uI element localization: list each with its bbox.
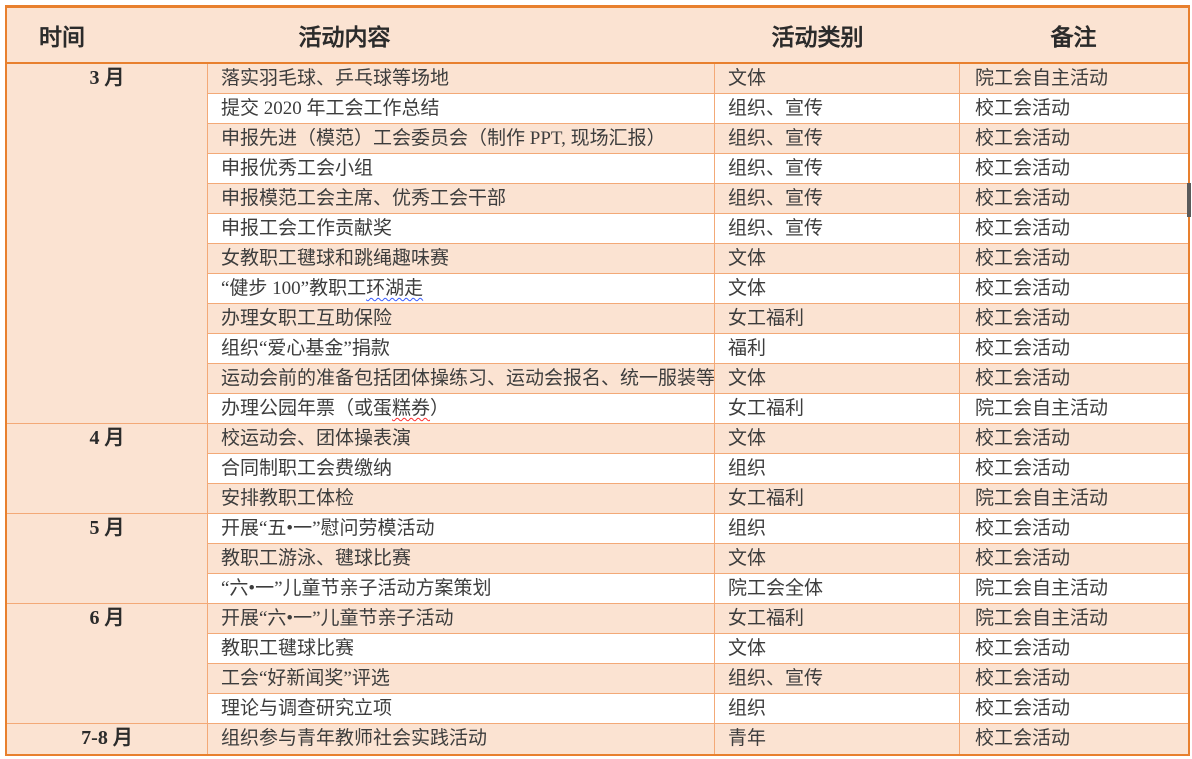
category-cell[interactable]: 文体 xyxy=(714,634,959,664)
note-cell[interactable]: 院工会自主活动 xyxy=(959,394,1188,424)
month-cell[interactable]: 3 月 xyxy=(7,64,207,424)
note-cell[interactable]: 校工会活动 xyxy=(959,274,1188,304)
header-cell-4[interactable]: 备注 xyxy=(959,8,1188,62)
category-cell[interactable]: 组织 xyxy=(714,694,959,724)
note-cell[interactable]: 院工会自主活动 xyxy=(959,64,1188,94)
content-cell[interactable]: 教职工毽球比赛 xyxy=(207,634,714,664)
activity-plan-table: 时间 活动内容 活动类别 备注 3 月落实羽毛球、乒乓球等场地 文体 院工会自主活动 提交 … xyxy=(5,5,1190,756)
note-cell[interactable]: 校工会活动 xyxy=(959,244,1188,274)
cell-text: ） xyxy=(430,398,450,419)
content-cell[interactable]: 申报工会工作贡献奖 xyxy=(207,214,714,244)
note-cell[interactable]: 校工会活动 xyxy=(959,724,1188,754)
note-cell[interactable]: 校工会活动 xyxy=(959,214,1188,244)
category-cell[interactable]: 组织、宣传 xyxy=(714,154,959,184)
content-cell[interactable]: 办理女职工互助保险 xyxy=(207,304,714,334)
content-cell[interactable]: 合同制职工会费缴纳 xyxy=(207,454,714,484)
category-cell[interactable]: 组织、宣传 xyxy=(714,664,959,694)
header-cell-1[interactable]: 时间 xyxy=(7,8,207,62)
content-cell[interactable]: 女教职工毽球和跳绳趣味赛 xyxy=(207,244,714,274)
note-cell[interactable]: 校工会活动 xyxy=(959,664,1188,694)
content-cell[interactable]: 办理公园年票（或蛋糕券） xyxy=(207,394,714,424)
header-label: 活动类别 xyxy=(771,25,864,50)
header-label: 活动内容 xyxy=(298,25,391,50)
category-cell[interactable]: 组织、宣传 xyxy=(714,184,959,214)
content-cell[interactable]: 申报优秀工会小组 xyxy=(207,154,714,184)
cell-text: “健步 100”教职工 xyxy=(221,278,367,299)
header-label: 时间 xyxy=(39,25,85,50)
content-cell[interactable]: 安排教职工体检 xyxy=(207,484,714,514)
category-cell[interactable]: 文体 xyxy=(714,364,959,394)
note-cell[interactable]: 院工会自主活动 xyxy=(959,574,1188,604)
category-cell[interactable]: 文体 xyxy=(714,64,959,94)
content-cell[interactable]: 组织参与青年教师社会实践活动 xyxy=(207,724,714,754)
category-cell[interactable]: 女工福利 xyxy=(714,604,959,634)
month-cell[interactable]: 7-8 月 xyxy=(7,724,207,754)
content-cell[interactable]: 运动会前的准备包括团体操练习、运动会报名、统一服装等 xyxy=(207,364,714,394)
table-header-row: 时间 活动内容 活动类别 备注 xyxy=(7,8,1188,64)
content-cell[interactable]: 组织“爱心基金”捐款 xyxy=(207,334,714,364)
category-cell[interactable]: 女工福利 xyxy=(714,394,959,424)
content-cell[interactable]: 理论与调查研究立项 xyxy=(207,694,714,724)
note-cell[interactable]: 校工会活动 xyxy=(959,334,1188,364)
category-cell[interactable]: 青年 xyxy=(714,724,959,754)
content-cell[interactable]: 申报先进（模范）工会委员会（制作 PPT, 现场汇报） xyxy=(207,124,714,154)
spellcheck-flagged-text: 环湖走 xyxy=(366,278,424,299)
header-cell-2[interactable]: 活动内容 xyxy=(207,8,714,62)
scrollbar-thumb[interactable] xyxy=(1187,183,1191,217)
note-cell[interactable]: 校工会活动 xyxy=(959,454,1188,484)
category-cell[interactable]: 福利 xyxy=(714,334,959,364)
note-cell[interactable]: 校工会活动 xyxy=(959,544,1188,574)
note-cell[interactable]: 校工会活动 xyxy=(959,154,1188,184)
category-cell[interactable]: 院工会全体 xyxy=(714,574,959,604)
note-cell[interactable]: 院工会自主活动 xyxy=(959,484,1188,514)
note-cell[interactable]: 校工会活动 xyxy=(959,184,1188,214)
content-cell[interactable]: 校运动会、团体操表演 xyxy=(207,424,714,454)
table-body: 3 月落实羽毛球、乒乓球等场地 文体 院工会自主活动 提交 2020 年工会工作总结组… xyxy=(7,64,1188,754)
header-label: 备注 xyxy=(1050,25,1097,50)
content-cell[interactable]: 落实羽毛球、乒乓球等场地 xyxy=(207,64,714,94)
note-cell[interactable]: 校工会活动 xyxy=(959,694,1188,724)
month-cell[interactable]: 5 月 xyxy=(7,514,207,604)
category-cell[interactable]: 女工福利 xyxy=(714,304,959,334)
category-cell[interactable]: 女工福利 xyxy=(714,484,959,514)
note-cell[interactable]: 校工会活动 xyxy=(959,94,1188,124)
category-cell[interactable]: 组织、宣传 xyxy=(714,94,959,124)
note-cell[interactable]: 校工会活动 xyxy=(959,514,1188,544)
note-cell[interactable]: 校工会活动 xyxy=(959,634,1188,664)
category-cell[interactable]: 文体 xyxy=(714,544,959,574)
content-cell[interactable]: 教职工游泳、毽球比赛 xyxy=(207,544,714,574)
note-cell[interactable]: 校工会活动 xyxy=(959,304,1188,334)
cell-text: 办理公园年票（或蛋 xyxy=(221,398,393,419)
category-cell[interactable]: 文体 xyxy=(714,424,959,454)
month-cell[interactable]: 4 月 xyxy=(7,424,207,514)
content-cell[interactable]: 开展“五•一”慰问劳模活动 xyxy=(207,514,714,544)
content-cell[interactable]: 提交 2020 年工会工作总结 xyxy=(207,94,714,124)
content-cell[interactable]: 开展“六•一”儿童节亲子活动 xyxy=(207,604,714,634)
header-cell-3[interactable]: 活动类别 xyxy=(714,8,959,62)
category-cell[interactable]: 组织 xyxy=(714,514,959,544)
category-cell[interactable]: 组织、宣传 xyxy=(714,214,959,244)
category-cell[interactable]: 文体 xyxy=(714,274,959,304)
category-cell[interactable]: 组织 xyxy=(714,454,959,484)
content-cell[interactable]: “六•一”儿童节亲子活动方案策划 xyxy=(207,574,714,604)
spellcheck-flagged-text: 糕券 xyxy=(392,398,431,419)
category-cell[interactable]: 组织、宣传 xyxy=(714,124,959,154)
category-cell[interactable]: 文体 xyxy=(714,244,959,274)
note-cell[interactable]: 校工会活动 xyxy=(959,424,1188,454)
content-cell[interactable]: 申报模范工会主席、优秀工会干部 xyxy=(207,184,714,214)
month-cell[interactable]: 6 月 xyxy=(7,604,207,724)
content-cell[interactable]: “健步 100”教职工环湖走 xyxy=(207,274,714,304)
note-cell[interactable]: 院工会自主活动 xyxy=(959,604,1188,634)
note-cell[interactable]: 校工会活动 xyxy=(959,364,1188,394)
content-cell[interactable]: 工会“好新闻奖”评选 xyxy=(207,664,714,694)
note-cell[interactable]: 校工会活动 xyxy=(959,124,1188,154)
